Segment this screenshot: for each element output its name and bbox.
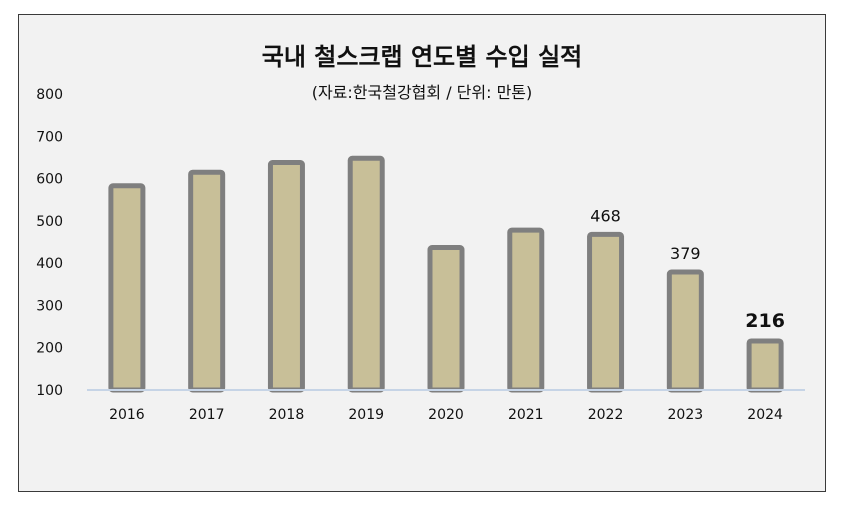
data-label: 379	[670, 244, 701, 263]
data-label: 216	[745, 310, 785, 332]
x-tick-label: 2024	[747, 407, 783, 423]
x-tick-label: 2019	[348, 407, 384, 423]
bar	[587, 231, 625, 393]
bar	[267, 160, 305, 393]
y-tick-label: 700	[36, 129, 63, 145]
chart-frame: 국내 철스크랩 연도별 수입 실적 (자료:한국철강협회 / 단위: 만톤) 1…	[18, 14, 826, 492]
x-tick-label: 2016	[109, 407, 145, 423]
bar	[347, 155, 385, 393]
bar	[507, 227, 545, 393]
chart-subtitle: (자료:한국철강협회 / 단위: 만톤)	[311, 83, 533, 102]
x-tick-label: 2021	[508, 407, 544, 423]
y-tick-label: 300	[36, 298, 63, 314]
y-tick-label: 800	[36, 87, 63, 103]
x-tick-label: 2022	[588, 407, 624, 423]
y-tick-label: 100	[36, 383, 63, 399]
bar	[666, 269, 704, 393]
x-tick-label: 2018	[269, 407, 305, 423]
x-tick-label: 2023	[668, 407, 704, 423]
bar-chart: 100 200 300 400 500 600 700 800 2016 2017 2018 2019…	[36, 87, 805, 423]
y-tick-label: 600	[36, 172, 63, 188]
x-tick-label: 2020	[428, 407, 464, 423]
chart-title: 국내 철스크랩 연도별 수입 실적	[261, 43, 583, 71]
y-tick-label: 500	[36, 214, 63, 230]
data-label: 468	[590, 206, 621, 225]
x-tick-label: 2017	[189, 407, 225, 423]
bar	[746, 338, 784, 393]
bar	[188, 169, 226, 393]
bar	[427, 244, 465, 393]
y-tick-label: 200	[36, 341, 63, 357]
y-tick-label: 400	[36, 256, 63, 272]
bar	[108, 183, 146, 393]
